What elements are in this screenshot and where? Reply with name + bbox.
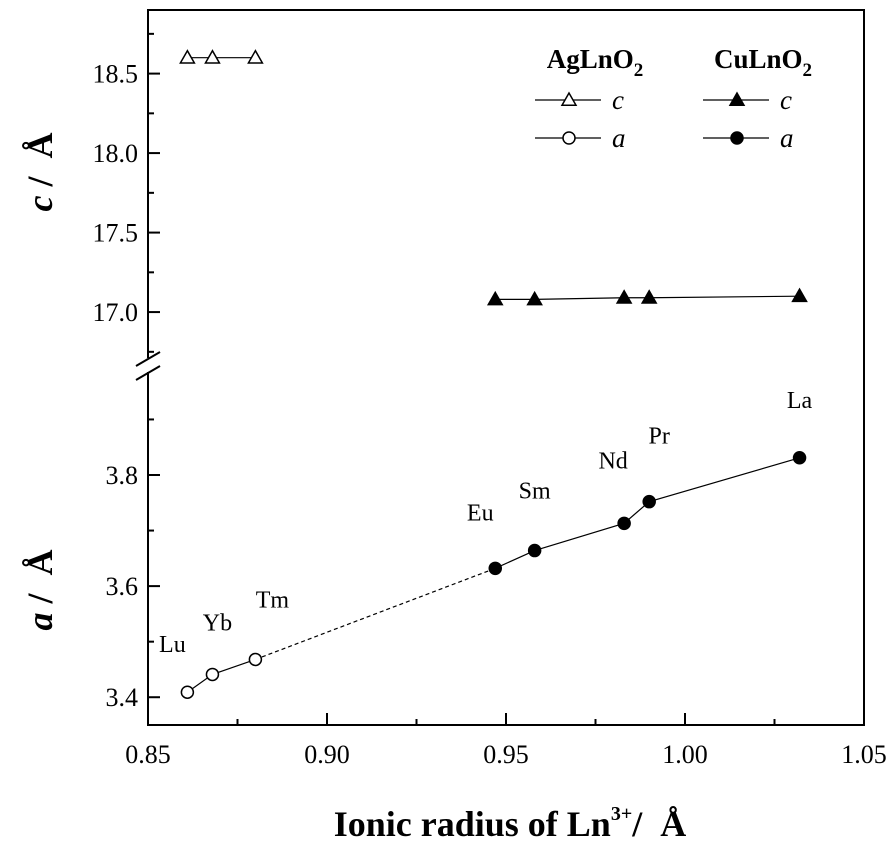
legend-marker — [730, 131, 744, 145]
legend-group-title-text: CuLnO — [714, 44, 803, 74]
upper-y-axis-unit: / Å — [20, 133, 60, 196]
legend-entry-label: c — [612, 85, 624, 115]
data-point — [792, 451, 807, 465]
x-tick-label: 0.95 — [483, 740, 529, 769]
plot-frame — [147, 9, 865, 726]
x-axis-title-unit: / Å — [631, 804, 686, 844]
series-markers — [179, 49, 808, 699]
data-point — [791, 287, 808, 303]
data-point — [204, 49, 221, 64]
upper_panel-tick-label: 18.0 — [93, 139, 139, 168]
data-point — [615, 289, 633, 304]
legend-group-title: AgLnO2 — [547, 44, 644, 81]
data-point — [527, 543, 542, 558]
point-label: Pr — [649, 424, 670, 450]
x-tick-label: 1.05 — [841, 740, 887, 769]
legend-marker — [728, 91, 746, 106]
data-point — [205, 667, 220, 682]
y-axis-ticks: 17.0 17.5 18.0 18.5 3.4 3.6 3.8 — [93, 32, 160, 712]
lower-y-axis-title: a / Å — [20, 549, 60, 630]
legend-entry-label: a — [780, 123, 794, 153]
axis-break-gap — [144, 358, 152, 372]
x-axis-title-text: Ionic radius of Ln — [334, 804, 611, 844]
x-axis-title-superscript: 3+ — [611, 803, 632, 825]
data-point — [488, 561, 503, 576]
point-label: Sm — [519, 479, 551, 505]
lower_panel-tick-label: 3.8 — [106, 461, 139, 490]
data-point — [248, 652, 263, 667]
lower_panel-tick-label: 3.4 — [106, 683, 139, 712]
data-point — [642, 494, 656, 509]
upper-y-axis-title: c / Å — [20, 133, 60, 212]
dashed-connector-line — [255, 567, 496, 661]
legend-entry-label: a — [612, 123, 626, 153]
legend-group-title-subscript: 2 — [803, 60, 813, 81]
lower-y-axis-var: a — [20, 613, 60, 631]
legend-entry-label: c — [780, 85, 792, 115]
x-tick-label: 0.90 — [304, 740, 350, 769]
axis-break-slash — [135, 351, 161, 367]
point-label: Tm — [256, 587, 290, 613]
upper-y-axis-var: c — [20, 195, 60, 211]
point-label: La — [787, 388, 813, 414]
data-point — [180, 685, 195, 699]
lower_panel-tick-label: 3.6 — [106, 572, 139, 601]
point-label: Lu — [159, 632, 186, 658]
point-labels: Lu Yb Tm Eu Sm Nd Pr La — [159, 388, 813, 658]
data-point — [179, 49, 196, 64]
axis-break-mark — [135, 351, 161, 381]
axis-break-slash — [135, 365, 161, 381]
upper_panel-tick-label: 17.5 — [93, 219, 139, 248]
series-line — [187, 658, 256, 693]
data-point — [640, 289, 658, 304]
legend-marker — [560, 91, 578, 106]
legend-marker — [562, 131, 576, 145]
x-axis-ticks: 0.85 0.90 0.95 1.00 1.05 — [125, 713, 887, 769]
data-point — [526, 290, 543, 306]
upper_panel-tick-label: 18.5 — [93, 60, 139, 89]
x-tick-label: 1.00 — [662, 740, 708, 769]
point-label: Nd — [598, 448, 627, 474]
x-tick-label: 0.85 — [125, 740, 171, 769]
data-point — [486, 290, 504, 306]
upper_panel-tick-label: 17.0 — [93, 298, 139, 327]
point-label: Yb — [203, 610, 232, 636]
data-point — [247, 49, 264, 64]
legend-group-title: CuLnO2 — [714, 44, 812, 81]
lower-y-axis-unit: / Å — [20, 549, 60, 612]
legend-group-title-subscript: 2 — [634, 60, 644, 81]
x-axis-title: Ionic radius of Ln3+/ Å — [334, 803, 686, 844]
point-label: Eu — [467, 500, 494, 526]
data-point — [617, 516, 631, 531]
legend-group-title-text: AgLnO — [547, 44, 634, 74]
